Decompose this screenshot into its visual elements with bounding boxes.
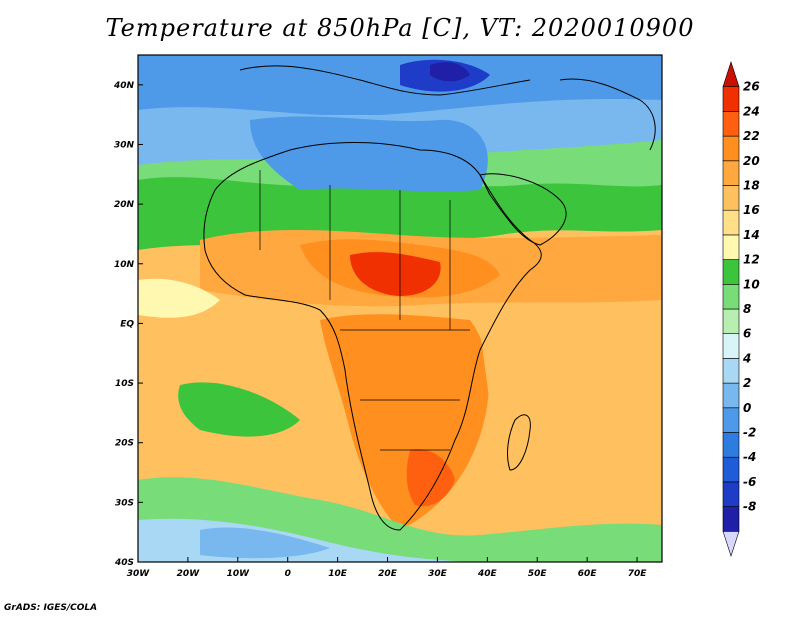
longitude-labels: 30W 20W 10W 0 10E 20E 30E 40E 50E 60E 70E — [127, 557, 647, 579]
colorbar-label: -8 — [743, 500, 756, 514]
latitude-labels: 40N 30N 20N 10N EQ 10S 20S 30S 40S — [113, 81, 143, 568]
colorbar-swatch — [722, 506, 740, 532]
colorbar-label: -4 — [743, 450, 756, 464]
colorbar-swatch — [722, 358, 740, 384]
colorbar-label: 2 — [743, 376, 751, 390]
colorbar-label: 26 — [743, 80, 760, 94]
colorbar-swatch — [722, 259, 740, 285]
lon-label: 20W — [177, 569, 201, 579]
colorbar-swatch — [722, 86, 740, 112]
map-frame — [137, 54, 663, 563]
lon-label: 0 — [285, 569, 291, 579]
colorbar-label: -2 — [743, 426, 756, 440]
colorbar-swatch — [722, 308, 740, 335]
colorbar-label: 16 — [743, 203, 760, 217]
colorbar-label: 14 — [743, 228, 760, 242]
lat-label: 20N — [114, 200, 135, 210]
colorbar-swatch — [722, 160, 740, 186]
lon-label: 10W — [227, 569, 251, 579]
colorbar-swatch — [722, 407, 740, 433]
colorbar-swatch — [722, 530, 740, 557]
colorbar-swatch — [722, 185, 740, 211]
lon-label: 70E — [628, 569, 648, 579]
lat-label: 10N — [114, 260, 135, 270]
lon-label: 10E — [328, 569, 348, 579]
lon-label: 20E — [378, 569, 398, 579]
lon-label: 30E — [428, 569, 448, 579]
colorbar-swatch — [722, 333, 740, 359]
lon-label: 50E — [528, 569, 548, 579]
colorbar-swatch — [722, 111, 740, 137]
colorbar-swatch — [722, 456, 740, 483]
lat-label: 10S — [115, 379, 134, 389]
temperature-field — [138, 55, 662, 562]
colorbar-label: 24 — [743, 104, 760, 118]
colorbar-swatch — [722, 209, 740, 236]
lat-label: 40S — [114, 558, 134, 568]
colorbar-label: 10 — [743, 277, 760, 291]
lat-label: 30N — [114, 140, 135, 150]
colorbar-label: 18 — [743, 179, 760, 193]
colorbar-swatch — [722, 432, 740, 458]
figure-title: Temperature at 850hPa [C], VT: 202001090… — [105, 14, 695, 42]
lon-label: 30W — [127, 569, 151, 579]
lat-label: EQ — [120, 319, 134, 329]
colorbar-label: 8 — [743, 302, 751, 316]
colorbar-label: 0 — [743, 401, 751, 415]
colorbar-swatch — [722, 234, 740, 260]
colorbar-label: -6 — [743, 475, 756, 489]
lon-label: 60E — [578, 569, 598, 579]
colorbar-label: 22 — [743, 129, 760, 143]
lon-label: 40E — [477, 569, 498, 579]
colorbar-swatch — [722, 135, 740, 162]
colorbar-label: 12 — [743, 253, 760, 267]
colorbar-label: 20 — [743, 154, 760, 168]
colorbar-label: 4 — [742, 351, 751, 365]
colorbar-swatch — [722, 61, 740, 87]
colorbar-swatch — [722, 283, 740, 310]
colorbar-swatch — [722, 481, 740, 507]
lat-label: 20S — [115, 439, 134, 449]
lat-label: 40N — [113, 81, 135, 91]
lat-label: 30S — [115, 498, 134, 508]
colorbar-swatch — [722, 382, 740, 409]
colorbar-label: 6 — [743, 327, 751, 341]
credit-text: GrADS: IGES/COLA — [4, 603, 98, 613]
